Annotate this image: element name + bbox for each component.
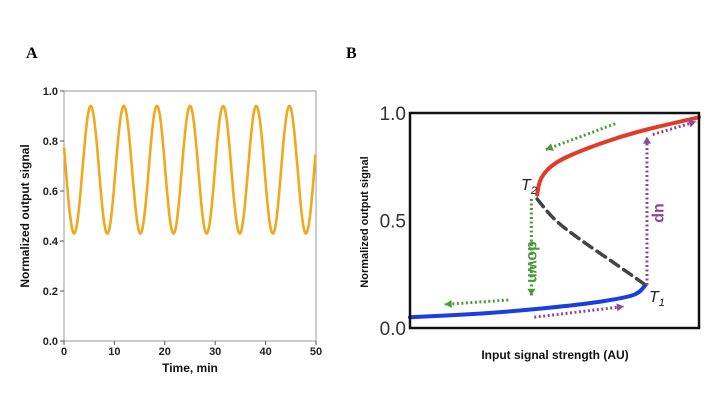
x-axis-label: Time, min bbox=[162, 361, 218, 375]
y-axis-label: Normalized output signal bbox=[359, 156, 371, 287]
x-axis-label: Input signal strength (AU) bbox=[481, 348, 628, 362]
t2-subscript: 2 bbox=[530, 185, 537, 197]
purple-top-arrow bbox=[652, 120, 697, 136]
x-tick-label: 0 bbox=[61, 346, 67, 358]
t1-subscript: 1 bbox=[659, 297, 665, 309]
plot-frame bbox=[63, 90, 317, 342]
t1-label: T1 bbox=[649, 289, 665, 309]
t1-text: T bbox=[649, 289, 660, 306]
x-tick-label: 10 bbox=[108, 346, 120, 358]
y-tick-label: 0.0 bbox=[380, 319, 406, 340]
unstable-branch-curve bbox=[535, 197, 648, 287]
x-tick-label: 30 bbox=[209, 346, 221, 358]
y-tick-label: 1.0 bbox=[380, 104, 406, 125]
panel-a-chart: 0 10 20 30 40 500.00.20.40.60.81.0 Time, min … bbox=[18, 86, 322, 375]
green-bottom-arrowhead bbox=[444, 299, 452, 308]
panel-label-a: A bbox=[26, 45, 38, 62]
up-arrowhead bbox=[642, 136, 651, 144]
y-axis-label: Normalized output signal bbox=[18, 144, 32, 287]
down-label: down bbox=[524, 241, 541, 283]
x-tick-label: 40 bbox=[259, 346, 271, 358]
y-tick-label: 0.8 bbox=[43, 136, 58, 148]
t2-text: T bbox=[521, 177, 532, 194]
low-branch-curve bbox=[408, 283, 648, 320]
high-branch-curve bbox=[535, 115, 701, 197]
panel-b-chart: 0.0 0.5 1.0 Input signal strength (AU) Nor… bbox=[359, 104, 701, 362]
y-tick-label: 0.5 bbox=[380, 212, 406, 233]
y-tick-label: 1.0 bbox=[43, 86, 58, 98]
panel-label-b: B bbox=[346, 45, 357, 62]
up-label: up bbox=[651, 203, 668, 223]
y-tick-label: 0.0 bbox=[43, 336, 58, 348]
t2-label: T2 bbox=[521, 177, 537, 197]
oscillation-line bbox=[62, 104, 317, 236]
green-top-arrow bbox=[545, 122, 616, 151]
y-tick-label: 0.2 bbox=[43, 286, 58, 298]
y-tick-label: 0.4 bbox=[43, 236, 59, 248]
purple-bottom-arrowhead bbox=[616, 303, 624, 312]
green-top-arrowhead bbox=[545, 143, 554, 151]
purple-top-arrowhead bbox=[688, 119, 697, 128]
green-bottom-arrow bbox=[444, 298, 509, 306]
purple-bottom-arrow bbox=[534, 305, 625, 319]
x-tick-label: 50 bbox=[310, 346, 322, 358]
plot-frame bbox=[408, 111, 701, 330]
y-tick-label: 0.6 bbox=[43, 186, 58, 198]
x-tick-label: 20 bbox=[159, 346, 171, 358]
down-arrowhead bbox=[527, 288, 536, 296]
